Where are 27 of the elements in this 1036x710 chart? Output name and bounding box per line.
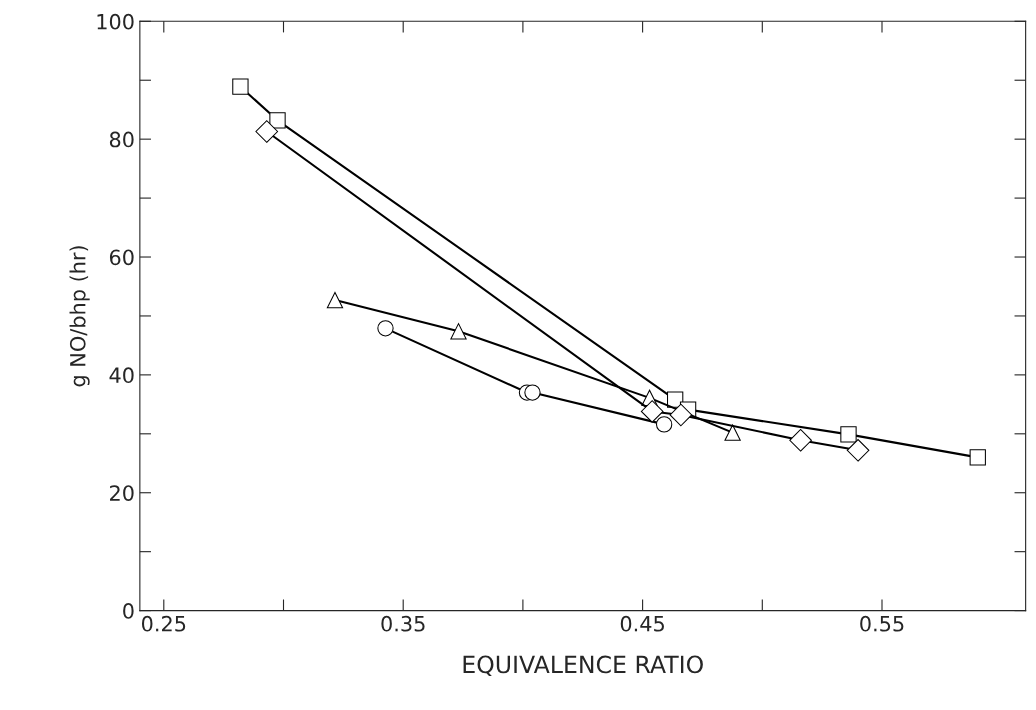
point [377,320,394,337]
point [655,416,673,433]
y-tick-label: 100 [97,13,134,30]
point [450,323,467,340]
point [789,428,812,452]
point [724,424,741,441]
x-tick-label: 0.55 [860,615,904,632]
point [840,426,857,443]
x-tick-label: 0.25 [141,615,186,632]
y-tick-label: 0 [123,603,134,619]
y-tick-label: 20 [110,485,134,501]
y-tick-label: 80 [109,131,134,148]
x-tick-label: 0.35 [381,615,425,632]
point [669,403,693,427]
point [969,449,986,466]
point [326,291,344,309]
point [255,120,279,143]
x-tick-label: 0.45 [620,615,664,632]
x-axis-title: EQUIVALENCE RATIO [463,655,703,677]
point [846,438,870,462]
point [640,400,664,423]
y-tick-label: 40 [109,367,134,384]
y-tick-label: 60 [109,249,134,266]
point [524,384,541,401]
y-axis-title: g NO/bhp (hr) [69,246,90,387]
point [269,112,286,129]
point [232,78,249,95]
